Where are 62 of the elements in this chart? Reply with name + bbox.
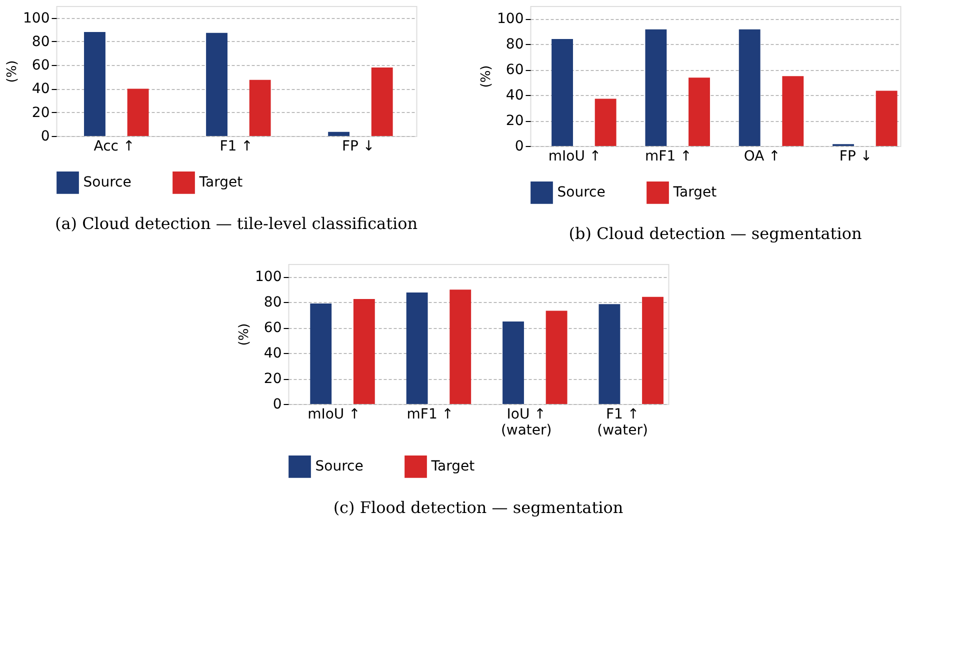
bar [450, 290, 472, 404]
y-tick-label: 100 [23, 10, 50, 26]
x-tick-label: Acc ↑ [94, 138, 135, 154]
bar [127, 88, 149, 136]
bar [371, 67, 393, 136]
bar [688, 78, 710, 146]
y-tick-label: 100 [497, 11, 524, 28]
bar [206, 32, 228, 136]
bar [328, 132, 350, 136]
y-axis-title: (%) [237, 323, 252, 346]
y-axis-title: (%) [479, 65, 494, 88]
legend-label: Source [557, 184, 606, 201]
bar [249, 80, 271, 136]
legend-label: Target [198, 174, 244, 191]
y-tick-label: 0 [272, 396, 282, 412]
bar [406, 292, 428, 404]
bar [84, 32, 106, 136]
bar [594, 98, 616, 146]
y-axis-title: (%) [5, 60, 20, 83]
x-tick-label: mIoU ↑ [308, 406, 360, 422]
y-tick-label: 20 [506, 113, 524, 130]
bar [552, 38, 573, 146]
y-tick-label: 20 [32, 104, 50, 121]
x-tick-label: FP ↓ [839, 148, 872, 164]
x-tick-label: IoU ↑ (water) [500, 406, 552, 438]
y-tick-label: 40 [506, 88, 524, 104]
x-tick-label: mF1 ↑ [645, 148, 692, 164]
x-tick-label: F1 ↑ (water) [597, 406, 648, 438]
legend-label: Target [672, 184, 718, 201]
legend-label: Source [315, 458, 364, 475]
y-tick-label: 80 [264, 294, 282, 311]
legend-label: Source [83, 174, 132, 191]
x-tick-label: F1 ↑ [220, 138, 253, 154]
legend-label: Target [430, 458, 476, 475]
bar [642, 296, 664, 404]
y-tick-label: 40 [264, 346, 282, 362]
y-tick-label: 0 [40, 128, 50, 144]
y-tick-label: 60 [264, 320, 282, 336]
bar [310, 303, 332, 404]
text: (a) Cloud detection — tile-level classification [54, 214, 418, 233]
y-tick-label: 60 [506, 62, 524, 78]
y-tick-label: 80 [32, 34, 50, 50]
y-tick-label: 0 [514, 138, 524, 154]
y-tick-label: 80 [506, 36, 524, 53]
bar [782, 76, 804, 146]
bar [502, 322, 524, 404]
x-tick-label: mF1 ↑ [406, 406, 454, 422]
bar [598, 304, 620, 404]
bar [738, 29, 760, 146]
x-tick-label: OA ↑ [744, 148, 780, 164]
bar [353, 299, 375, 404]
text: (b) Cloud detection — segmentation [568, 224, 862, 243]
x-tick-label: mIoU ↑ [548, 148, 602, 164]
bar [645, 29, 667, 146]
y-tick-label: 60 [32, 58, 50, 74]
y-tick-label: 40 [32, 81, 50, 98]
x-tick-label: FP ↓ [342, 138, 375, 154]
bar [546, 310, 568, 404]
bar [876, 90, 898, 146]
text: (c) Flood detection — segmentation [333, 498, 624, 517]
y-tick-label: 20 [264, 371, 282, 388]
y-tick-label: 100 [255, 269, 282, 286]
